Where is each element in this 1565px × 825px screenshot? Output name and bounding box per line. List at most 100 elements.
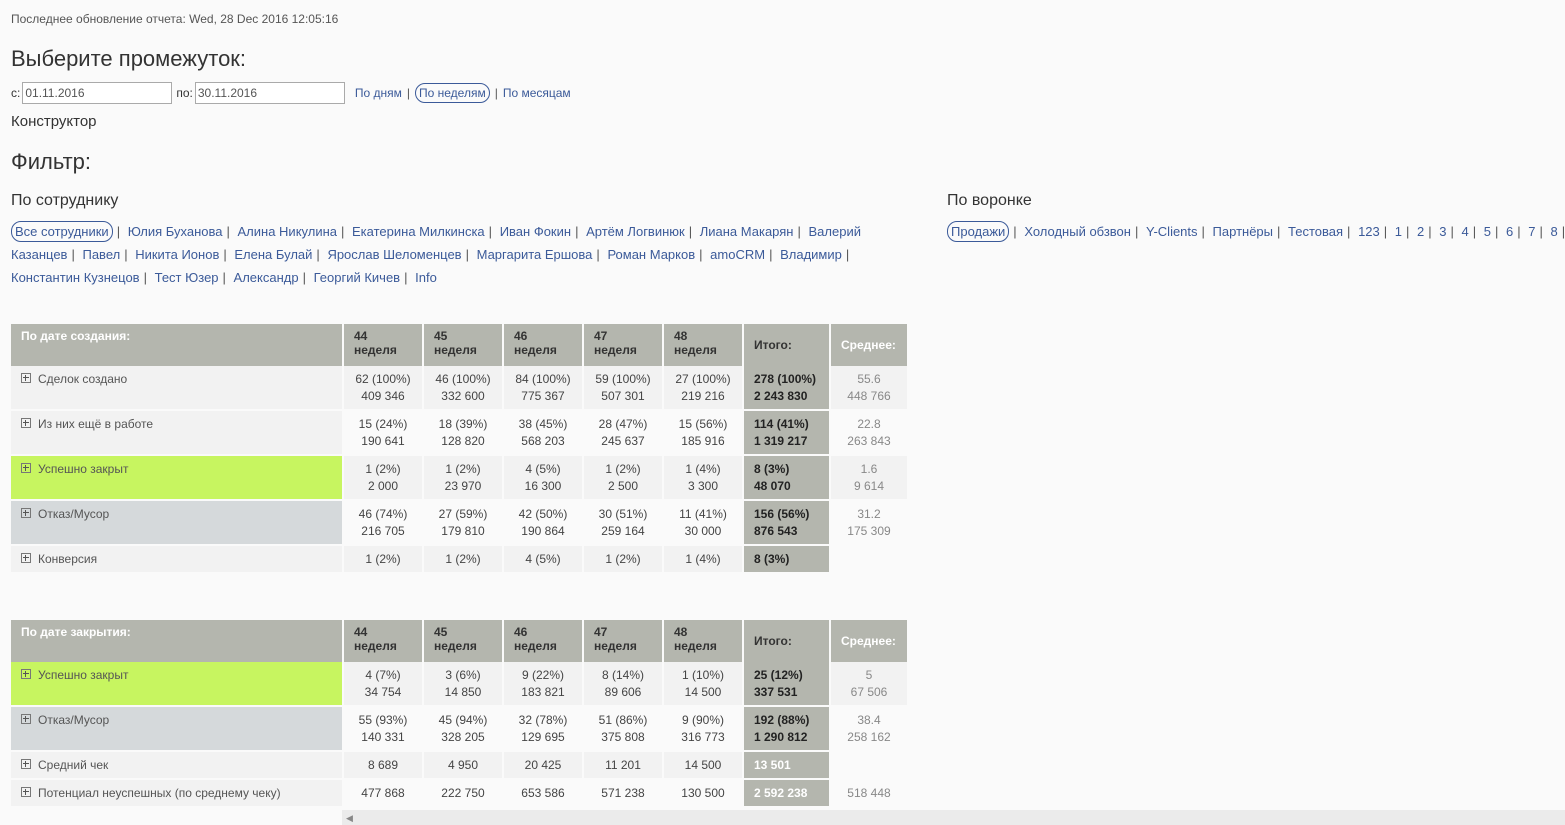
row-name[interactable]: Успешно закрыт [11,455,344,501]
employee-link-7[interactable]: Валерий Казанцев [11,224,861,262]
employee-link-9[interactable]: Никита Ионов [135,247,220,262]
funnel-link-7[interactable]: 2 [1417,224,1425,239]
by-days-link[interactable]: По дням [354,86,402,100]
plus-box-icon[interactable] [21,373,31,383]
by-months-link[interactable]: По месяцам [502,86,571,100]
separator: | [769,247,773,262]
employee-link-13[interactable]: Роман Марков [607,247,696,262]
separator: | [116,224,121,239]
separator: | [302,270,306,285]
week-cell: 51 (86%) 375 808 [583,706,664,752]
total-cell: 192 (88%) 1 290 812 [743,706,831,752]
funnel-link-3[interactable]: Партнёры [1212,224,1274,239]
separator: | [1201,224,1205,239]
funnel-link-13[interactable]: 8 [1550,224,1558,239]
range-row: с: по: По дням | По неделям | По месяцам [11,81,571,105]
employee-link-8[interactable]: Павел [82,247,121,262]
row-name[interactable]: Средний чек [11,751,344,780]
funnel-link-6[interactable]: 1 [1394,224,1403,239]
plus-box-icon[interactable] [21,787,31,797]
week-cell: 1 (2%) 23 970 [423,455,504,501]
employee-link-1[interactable]: Юлия Буханова [127,224,223,239]
employee-link-14[interactable]: amoCRM [710,247,766,262]
average-cell: 22.8 263 843 [830,410,909,456]
employee-link-6[interactable]: Лиана Макарян [699,224,794,239]
week-cell: 4 (5%) 16 300 [503,455,584,501]
funnel-link-0[interactable]: Продажи [947,221,1010,242]
week-cell: 84 (100%) 775 367 [503,366,584,411]
funnel-link-11[interactable]: 6 [1506,224,1514,239]
row-name[interactable]: Потенциал неуспешных (по среднему чеку) [11,779,344,808]
from-date-input[interactable] [22,82,173,104]
plus-box-icon[interactable] [21,669,31,679]
employee-link-15[interactable]: Владимир [780,247,842,262]
row-name[interactable]: Отказ/Мусор [11,706,344,752]
employee-link-19[interactable]: Георгий Кичев [313,270,401,285]
by-weeks-link[interactable]: По неделям [415,83,490,103]
week-cell: 15 (24%) 190 641 [343,410,424,456]
plus-box-icon[interactable] [21,508,31,518]
employee-link-5[interactable]: Артём Логвинюк [586,224,685,239]
row-label: Отказ/Мусор [38,507,110,521]
employee-link-11[interactable]: Ярослав Шеломенцев [327,247,462,262]
arrow-left-icon[interactable]: ◀ [346,813,353,823]
employee-link-20[interactable]: Info [415,270,437,285]
funnel-link-10[interactable]: 5 [1483,224,1492,239]
row-label: Потенциал неуспешных (по среднему чеку) [38,786,281,800]
week-cell: 9 (22%) 183 821 [503,662,584,707]
funnel-link-5[interactable]: 123 [1358,224,1380,239]
table-row: Успешно закрыт 4 (7%) 34 754 3 (6%) 14 850 9 … [11,662,909,707]
separator: | [797,224,801,239]
funnel-link-12[interactable]: 7 [1528,224,1536,239]
horizontal-scrollbar[interactable]: ◀ [342,810,1565,825]
separator: | [341,224,345,239]
week-cell: 18 (39%) 128 820 [423,410,504,456]
row-name[interactable]: Сделок создано [11,366,344,411]
row-name[interactable]: Отказ/Мусор [11,500,344,546]
from-label: с: [11,86,21,100]
separator: | [575,224,579,239]
header-week: 47 неделя [583,324,664,366]
row-name[interactable]: Из них ещё в работе [11,410,344,456]
separator: | [596,247,600,262]
funnel-link-9[interactable]: 4 [1461,224,1469,239]
funnel-link-4[interactable]: Тестовая [1288,224,1344,239]
employee-link-18[interactable]: Александр [233,270,299,285]
week-cell: 653 586 [503,779,584,808]
constructor-link[interactable]: Конструктор [11,113,97,130]
separator: | [1013,224,1017,239]
employee-link-3[interactable]: Екатерина Милкинска [352,224,485,239]
plus-box-icon[interactable] [21,714,31,724]
to-date-input[interactable] [194,82,345,104]
separator: | [845,247,850,262]
employee-link-4[interactable]: Иван Фокин [499,224,572,239]
employee-link-10[interactable]: Елена Булай [234,247,313,262]
funnel-link-8[interactable]: 3 [1439,224,1447,239]
row-name[interactable]: Успешно закрыт [11,662,344,707]
separator: | [1450,224,1454,239]
week-cell: 8 (14%) 89 606 [583,662,664,707]
separator: | [404,270,408,285]
plus-box-icon[interactable] [21,418,31,428]
average-cell: 55.6 448 766 [830,366,909,411]
table-row: Отказ/Мусор 55 (93%) 140 331 45 (94%) 328 20… [11,706,909,752]
week-cell: 1 (4%) [663,545,744,574]
employee-link-12[interactable]: Маргарита Ершова [476,247,593,262]
total-cell: 8 (3%) [743,545,831,574]
funnel-link-1[interactable]: Холодный обзвон [1024,224,1131,239]
employee-link-16[interactable]: Константин Кузнецов [11,270,140,285]
plus-box-icon[interactable] [21,553,31,563]
employee-link-17[interactable]: Тест Юзер [154,270,219,285]
header-total: Итого: [743,620,831,662]
funnel-link-2[interactable]: Y-Clients [1145,224,1198,239]
separator: | [1517,224,1521,239]
employee-link-0[interactable]: Все сотрудники [11,221,113,242]
total-cell: 278 (100%) 2 243 830 [743,366,831,411]
plus-box-icon[interactable] [21,463,31,473]
row-name[interactable]: Конверсия [11,545,344,574]
employee-link-2[interactable]: Алина Никулина [237,224,338,239]
week-cell: 477 868 [343,779,424,808]
plus-box-icon[interactable] [21,759,31,769]
table-row: Конверсия 1 (2%) 1 (2%) 4 (5%) 1 (2%) 1 (4%) 8… [11,545,909,574]
row-label: Средний чек [38,758,109,772]
